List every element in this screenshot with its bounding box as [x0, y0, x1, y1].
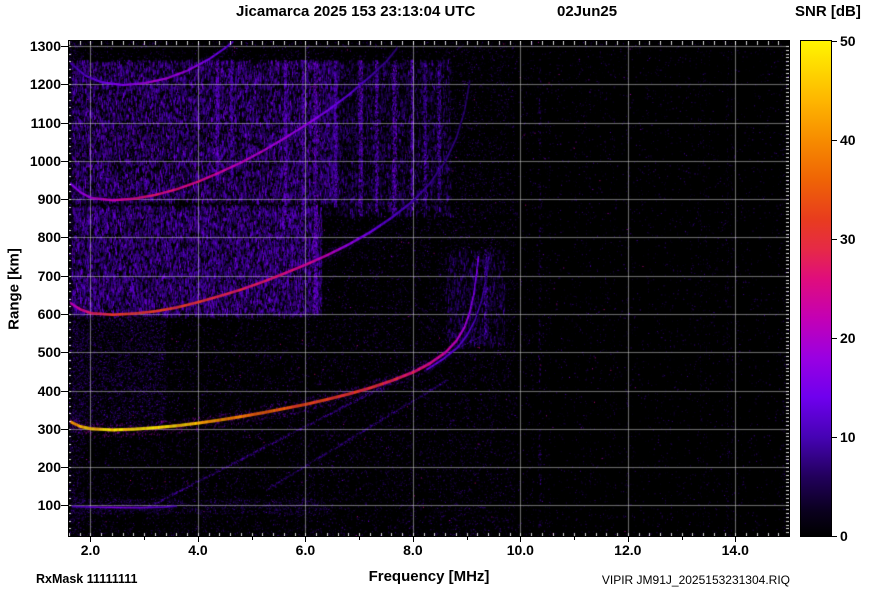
colorbar-tick-mark	[832, 239, 837, 240]
y-tick-label: 100	[37, 497, 61, 514]
y-tick-label: 800	[37, 229, 61, 246]
x-minor-tick-mark	[574, 537, 576, 540]
y-tick-label: 1000	[29, 152, 61, 169]
y-tick-mark	[61, 352, 68, 354]
x-minor-tick-mark	[251, 537, 253, 540]
y-tick-mark	[61, 84, 68, 86]
y-tick-mark	[61, 122, 68, 124]
x-tick-label: 10.0	[506, 542, 534, 558]
x-tick-mark	[90, 537, 92, 542]
y-tick-label: 1300	[29, 37, 61, 54]
y-tick-label: 900	[37, 191, 61, 208]
y-tick-mark	[61, 160, 68, 162]
colorbar-tick-label: 40	[840, 132, 856, 148]
y-tick-mark	[61, 275, 68, 277]
colorbar-gradient	[801, 41, 831, 536]
y-tick-label: 1100	[30, 114, 61, 131]
y-tick-mark	[61, 505, 68, 507]
ionogram-canvas	[69, 41, 789, 536]
x-tick-mark	[627, 537, 629, 542]
y-tick-label: 400	[37, 382, 61, 399]
chart-title: Jicamarca 2025 153 23:13:04 UTC	[236, 3, 476, 20]
x-tick-mark	[520, 537, 522, 542]
y-tick-label: 300	[37, 420, 61, 437]
colorbar-tick-mark	[832, 140, 837, 141]
colorbar-tick-mark	[832, 41, 837, 42]
x-tick-label: 2.0	[80, 542, 101, 558]
y-tick-label: 700	[37, 267, 61, 284]
colorbar-tick-mark	[832, 536, 837, 537]
colorbar-tick-label: 0	[840, 528, 848, 544]
y-tick-mark	[61, 428, 68, 430]
x-tick-label: 12.0	[614, 542, 642, 558]
y-tick-label: 200	[37, 459, 61, 476]
colorbar-tick-mark	[832, 338, 837, 339]
rxmask-text: RxMask 11111111	[36, 572, 138, 586]
y-tick-mark	[61, 313, 68, 315]
x-tick-label: 8.0	[403, 542, 423, 558]
y-tick-mark	[61, 199, 68, 201]
x-tick-mark	[197, 537, 199, 542]
x-tick-mark	[735, 537, 737, 542]
y-tick-label: 500	[37, 344, 61, 361]
x-minor-tick-mark	[144, 537, 146, 540]
y-tick-mark	[61, 467, 68, 469]
x-minor-tick-mark	[359, 537, 361, 540]
colorbar-title: SNR [dB]	[795, 3, 861, 20]
colorbar-tick-label: 50	[840, 33, 856, 49]
plot-frame	[68, 40, 790, 537]
y-tick-mark	[61, 45, 68, 47]
colorbar-tick-label: 10	[840, 429, 856, 445]
y-tick-label: 1200	[29, 76, 61, 93]
colorbar-tick-label: 30	[840, 231, 856, 247]
colorbar-tick-label: 20	[840, 330, 856, 346]
colorbar-tick-mark	[832, 437, 837, 438]
x-minor-tick-mark	[681, 537, 683, 540]
y-tick-mark	[61, 390, 68, 392]
chart-date: 02Jun25	[557, 3, 618, 20]
x-minor-tick-mark	[466, 537, 468, 540]
colorbar	[800, 40, 832, 537]
y-tick-label: 600	[37, 305, 61, 322]
y-tick-mark	[61, 237, 68, 239]
x-tick-label: 4.0	[188, 542, 208, 558]
x-tick-mark	[412, 537, 414, 542]
file-id-text: VIPIR JM91J_2025153231304.RIQ	[601, 573, 790, 587]
x-tick-label: 14.0	[721, 542, 749, 558]
x-axis-label: Frequency [MHz]	[368, 568, 490, 585]
x-tick-label: 6.0	[295, 542, 316, 558]
x-tick-mark	[305, 537, 307, 542]
